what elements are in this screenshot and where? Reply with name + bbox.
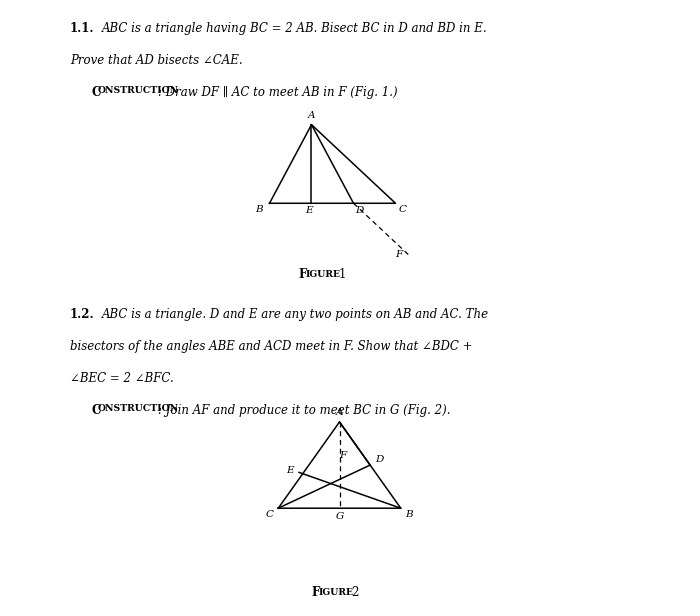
Text: Prove that AD bisects ∠CAE.: Prove that AD bisects ∠CAE. bbox=[70, 54, 243, 67]
Text: IGURE: IGURE bbox=[318, 588, 354, 597]
Text: : Draw DF ∥ AC to meet AB in F (Fig. 1.): : Draw DF ∥ AC to meet AB in F (Fig. 1.) bbox=[158, 86, 398, 99]
Text: : Join AF and produce it to meet BC in G (Fig. 2).: : Join AF and produce it to meet BC in G… bbox=[158, 404, 450, 417]
Text: E: E bbox=[286, 466, 294, 476]
Text: ABC is a triangle having BC = 2 AB. Bisect BC in D and BD in E.: ABC is a triangle having BC = 2 AB. Bise… bbox=[102, 22, 488, 34]
Text: 2: 2 bbox=[351, 586, 359, 599]
Text: F: F bbox=[395, 250, 402, 259]
Text: C: C bbox=[399, 205, 407, 214]
Text: 1.1.: 1.1. bbox=[70, 22, 94, 34]
Text: D: D bbox=[356, 206, 364, 216]
Text: bisectors of the angles ABE and ACD meet in F. Show that ∠BDC +: bisectors of the angles ABE and ACD meet… bbox=[70, 340, 473, 353]
Text: 1: 1 bbox=[339, 267, 346, 281]
Text: IGURE: IGURE bbox=[306, 270, 341, 278]
Text: C: C bbox=[91, 86, 100, 99]
Text: A: A bbox=[308, 111, 315, 120]
Text: E: E bbox=[306, 206, 313, 216]
Text: D: D bbox=[375, 455, 384, 464]
Text: B: B bbox=[405, 511, 412, 519]
Text: ONSTRUCTION: ONSTRUCTION bbox=[98, 404, 178, 413]
Text: F: F bbox=[312, 586, 320, 599]
Text: F: F bbox=[339, 451, 346, 460]
Text: ∠BEC = 2 ∠BFC.: ∠BEC = 2 ∠BFC. bbox=[70, 372, 174, 385]
Text: C: C bbox=[91, 404, 100, 417]
Text: C: C bbox=[266, 511, 274, 519]
Text: ONSTRUCTION: ONSTRUCTION bbox=[98, 86, 178, 95]
Text: B: B bbox=[255, 205, 262, 214]
Text: ABC is a triangle. D and E are any two points on AB and AC. The: ABC is a triangle. D and E are any two p… bbox=[102, 308, 489, 321]
Text: F: F bbox=[299, 267, 307, 281]
Text: G: G bbox=[335, 512, 344, 521]
Text: 1.2.: 1.2. bbox=[70, 308, 94, 321]
Text: A: A bbox=[336, 408, 343, 417]
